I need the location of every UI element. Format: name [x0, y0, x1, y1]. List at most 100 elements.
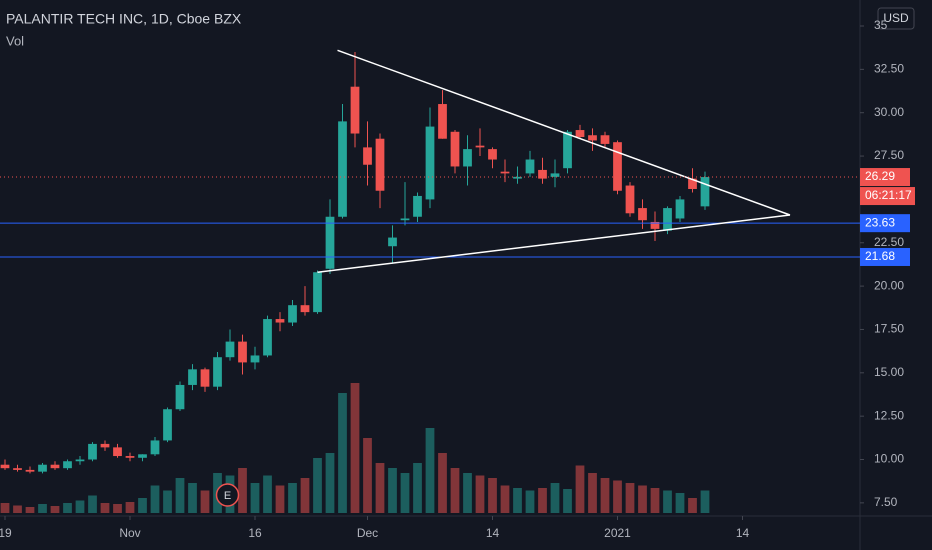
volume-bar [688, 498, 697, 513]
earnings-label: E [224, 490, 231, 502]
candle-body [600, 135, 610, 144]
candle-body [363, 147, 372, 165]
volume-bar [288, 483, 297, 513]
y-tick-label: 30.00 [874, 105, 904, 119]
candle-body [438, 104, 447, 139]
level-label: 21.68 [865, 249, 895, 263]
candle-body [663, 208, 672, 231]
candle-body [625, 185, 635, 214]
candle-body [675, 199, 685, 219]
price-layer [0, 52, 710, 474]
x-tick-label: 14 [736, 526, 750, 540]
candle-body [500, 171, 510, 174]
candle-body [425, 126, 435, 200]
candle-body [700, 177, 710, 207]
volume-bar [200, 490, 210, 513]
level-label-box [860, 214, 910, 233]
x-tick-label: 19 [0, 526, 12, 540]
candle-body [13, 468, 22, 470]
level-label: 23.63 [865, 215, 895, 229]
x-tick-label: Dec [357, 526, 378, 540]
candle-body [525, 159, 535, 174]
candle-body [338, 121, 347, 217]
candle-body [113, 447, 122, 457]
y-tick-label: 32.50 [874, 62, 904, 76]
volume-bar [275, 485, 285, 513]
candle-body [75, 459, 85, 462]
candle-body [588, 135, 597, 141]
volume-bar [538, 488, 547, 513]
candle-body [275, 319, 285, 323]
candle-body [513, 176, 522, 179]
candle-body [163, 409, 172, 441]
volume-bar [525, 490, 535, 513]
candle-body [288, 305, 297, 323]
volume-bar [388, 468, 397, 513]
candle-body [225, 341, 235, 358]
y-tick-label: 12.50 [874, 408, 904, 422]
volume-bar [25, 507, 35, 513]
volume-bar [363, 438, 372, 513]
volume-bar [600, 478, 610, 513]
volume-bar [250, 483, 260, 513]
volume-label: Vol [6, 33, 24, 48]
overlay-layer: 23.63 21.68 26.29 06:21:17 E [0, 49, 915, 507]
volume-bar [263, 475, 272, 513]
candle-body [400, 218, 410, 221]
volume-bar [325, 453, 335, 513]
volume-bar [638, 485, 647, 513]
volume-bar [63, 503, 72, 513]
y-tick-label: 7.50 [874, 495, 898, 509]
candle-body [300, 305, 310, 313]
volume-bar [175, 478, 185, 513]
y-tick-label: 15.00 [874, 365, 904, 379]
volume-bar [38, 504, 47, 513]
volume-bar [188, 483, 197, 513]
candle-body [63, 461, 72, 469]
countdown-box [860, 187, 915, 206]
y-tick-label: 20.00 [874, 278, 904, 292]
candle-body [650, 221, 660, 229]
candle-body [325, 216, 335, 269]
currency[interactable]: USD [883, 11, 909, 25]
volume-bar [150, 485, 160, 513]
candle-body [0, 464, 10, 469]
volume-bar [350, 383, 360, 513]
y-tick-label: 22.50 [874, 235, 904, 249]
candle-body [463, 149, 472, 167]
volume-bar [650, 488, 660, 513]
candle-body [50, 464, 60, 469]
y-tick-label: 35 [874, 18, 888, 32]
countdown-label: 06:21:17 [865, 188, 912, 202]
candle-body [25, 469, 35, 472]
volume-bar [138, 498, 147, 513]
y-tick-label: 27.50 [874, 148, 904, 162]
candle-body [88, 443, 97, 460]
volume-bar [50, 506, 60, 513]
candle-body [175, 384, 185, 410]
currency-button[interactable] [877, 7, 915, 30]
volume-bar [613, 480, 622, 513]
candle-body [213, 357, 222, 387]
candle-body [613, 142, 622, 191]
volume-bar [375, 463, 385, 513]
volume-bar [625, 483, 635, 513]
candle-body [375, 138, 385, 191]
volume-bar [300, 478, 310, 513]
candle-body [125, 456, 135, 458]
trend-line [317, 214, 791, 273]
volume-bar [13, 505, 22, 513]
volume-bar [113, 504, 122, 513]
volume-bar [425, 428, 435, 513]
candle-body [150, 440, 160, 455]
last-price-label: 26.29 [865, 169, 895, 183]
candle-body [488, 149, 497, 160]
volume-bar [675, 493, 685, 513]
candle-body [200, 369, 210, 387]
volume-bar [338, 393, 347, 513]
volume-bar [100, 503, 110, 513]
candle-body [313, 272, 322, 313]
candle-body [138, 454, 147, 458]
y-tick-label: 17.50 [874, 322, 904, 336]
